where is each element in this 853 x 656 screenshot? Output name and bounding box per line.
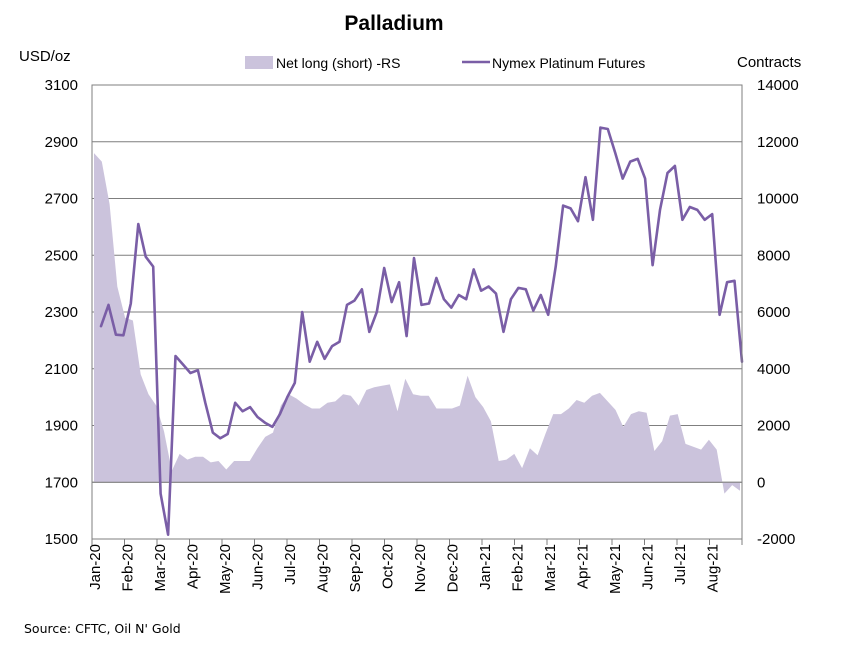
x-tick-label: Sep-20 [347,544,364,592]
right-tick-label: 0 [757,474,765,491]
x-tick-label: Dec-20 [444,544,461,592]
x-tick-label: Oct-20 [379,544,396,589]
x-tick-label: Feb-20 [119,544,136,592]
right-tick-label: 8000 [757,247,790,264]
right-tick-label: 2000 [757,418,790,435]
net-long-area [94,153,740,494]
left-tick-label: 3100 [45,77,78,94]
left-tick-label: 2100 [45,361,78,378]
legend-label-platinum: Nymex Platinum Futures [492,55,645,71]
right-tick-label: 12000 [757,134,799,151]
x-tick-label: Apr-20 [184,544,201,589]
left-tick-label: 2300 [45,304,78,321]
x-tick-label: May-21 [607,544,624,594]
platinum-futures-line [99,126,744,537]
x-tick-label: Nov-20 [412,544,429,592]
x-tick-label: Jan-21 [477,544,494,590]
x-tick-label: Mar-20 [152,544,169,592]
x-tick-label: Jun-21 [639,544,656,590]
right-tick-label: 14000 [757,77,799,94]
x-tick-label: Jul-21 [672,544,689,585]
left-tick-label: 1500 [45,531,78,548]
right-axis-label: Contracts [737,54,801,71]
left-tick-label: 2700 [45,191,78,208]
plot-area: 3100 2900 2700 2500 2300 2100 1900 1700 1500 1400… [45,77,799,594]
x-tick-label: Feb-21 [509,544,526,592]
x-tick-label: Jan-20 [87,544,104,590]
x-tick-label: Mar-21 [542,544,559,592]
source-note: Source: CFTC, Oil N' Gold [24,621,181,636]
x-tick-label: Jul-20 [282,544,299,585]
left-tick-label: 2500 [45,247,78,264]
right-tick-label: 4000 [757,361,790,378]
legend: Net long (short) -RS Nymex Platinum Futu… [245,55,645,71]
right-tick-label: 6000 [757,304,790,321]
left-tick-label: 1900 [45,418,78,435]
legend-label-net-long: Net long (short) -RS [276,55,400,71]
x-tick-label: May-20 [217,544,234,594]
left-tick-label: 1700 [45,474,78,491]
right-tick-label: -2000 [757,531,795,548]
right-tick-label: 10000 [757,191,799,208]
left-axis-label: USD/oz [19,48,71,65]
left-tick-label: 2900 [45,134,78,151]
x-tick-label: Aug-21 [704,544,721,592]
x-tick-label: Apr-21 [574,544,591,589]
x-tick-label: Jun-20 [249,544,266,590]
chart-title: Palladium [344,12,443,35]
legend-swatch-net-long [245,56,273,69]
x-tick-label: Aug-20 [314,544,331,592]
